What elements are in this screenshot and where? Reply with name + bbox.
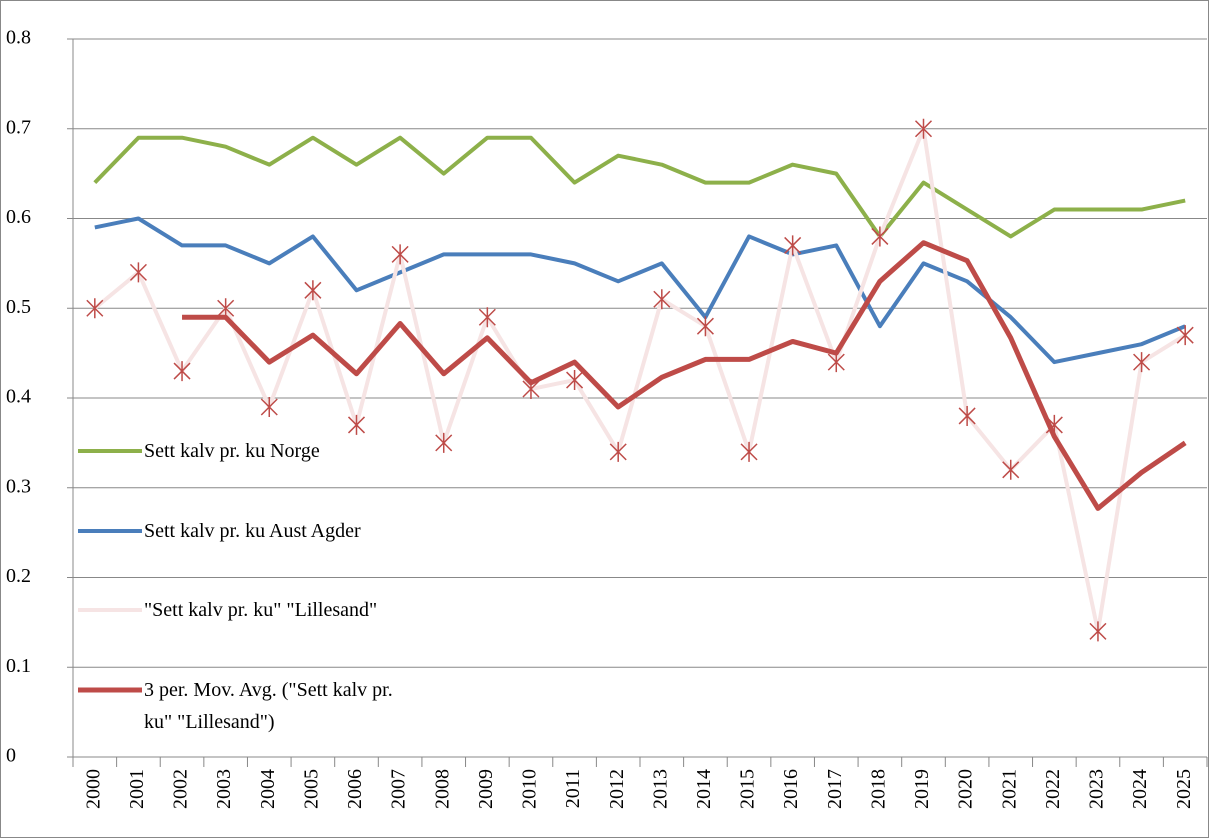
star-marker bbox=[129, 262, 147, 283]
x-tick-label: 2019 bbox=[911, 769, 933, 809]
star-marker bbox=[566, 370, 584, 391]
x-tick-label: 2012 bbox=[606, 769, 628, 809]
star-marker bbox=[1045, 414, 1063, 435]
star-marker bbox=[653, 289, 671, 310]
x-tick-label: 2011 bbox=[562, 769, 584, 808]
y-tick-label: 0.4 bbox=[6, 386, 31, 408]
x-tick-label: 2020 bbox=[955, 769, 977, 809]
legend-label: 3 per. Mov. Avg. ("Sett kalv pr. ku" "Li… bbox=[144, 679, 393, 733]
y-tick-label: 0.8 bbox=[6, 27, 31, 49]
star-marker bbox=[391, 244, 409, 265]
star-marker bbox=[173, 361, 191, 382]
y-tick-label: 0.5 bbox=[6, 296, 31, 318]
y-tick-label: 0.2 bbox=[6, 565, 31, 587]
x-tick-label: 2022 bbox=[1042, 769, 1064, 809]
star-marker bbox=[958, 405, 976, 426]
legend-item: 3 per. Mov. Avg. ("Sett kalv pr. ku" "Li… bbox=[144, 679, 393, 733]
x-tick-label: 2002 bbox=[170, 769, 192, 809]
series-line bbox=[182, 240, 1187, 511]
star-marker bbox=[1176, 325, 1194, 346]
star-marker bbox=[86, 298, 104, 319]
star-marker bbox=[478, 307, 496, 328]
star-marker bbox=[827, 352, 845, 373]
y-tick-label: 0.1 bbox=[6, 655, 31, 677]
x-tick-label: 2001 bbox=[126, 769, 148, 809]
x-tick-label: 2008 bbox=[431, 769, 453, 809]
x-tick-label: 2000 bbox=[82, 769, 104, 809]
x-tick-label: 2017 bbox=[824, 769, 846, 809]
star-marker bbox=[609, 441, 627, 462]
legend-label: "Sett kalv pr. ku" "Lillesand" bbox=[144, 599, 378, 621]
star-marker bbox=[435, 432, 453, 453]
legend-item: Sett kalv pr. ku Aust Agder bbox=[144, 520, 361, 542]
y-tick-label: 0.6 bbox=[6, 206, 31, 228]
legend-item: "Sett kalv pr. ku" "Lillesand" bbox=[144, 599, 378, 621]
series-line bbox=[93, 126, 1187, 634]
x-tick-label: 2004 bbox=[257, 769, 279, 809]
x-tick-label: 2018 bbox=[867, 769, 889, 809]
star-marker bbox=[1133, 352, 1151, 373]
x-tick-label: 2010 bbox=[519, 769, 541, 809]
star-marker bbox=[217, 298, 235, 319]
star-marker bbox=[1089, 621, 1107, 642]
x-tick-label: 2007 bbox=[388, 769, 410, 809]
x-tick-label: 2013 bbox=[649, 769, 671, 809]
series-line bbox=[93, 135, 1186, 239]
x-tick-label: 2015 bbox=[737, 769, 759, 809]
legend-item: Sett kalv pr. ku Norge bbox=[144, 440, 320, 462]
x-tick-label: 2024 bbox=[1129, 769, 1151, 809]
x-tick-label: 2009 bbox=[475, 769, 497, 809]
star-marker bbox=[1002, 459, 1020, 480]
series-line bbox=[94, 216, 1186, 365]
x-tick-label: 2021 bbox=[998, 769, 1020, 809]
x-tick-label: 2016 bbox=[780, 769, 802, 809]
y-tick-label: 0.7 bbox=[6, 116, 31, 138]
star-marker bbox=[304, 280, 322, 301]
x-tick-label: 2014 bbox=[693, 769, 715, 809]
x-tick-label: 2006 bbox=[344, 769, 366, 809]
star-marker bbox=[740, 441, 758, 462]
x-tick-label: 2005 bbox=[300, 769, 322, 809]
x-tick-label: 2025 bbox=[1173, 769, 1195, 809]
star-marker bbox=[347, 414, 366, 435]
y-tick-label: 0.3 bbox=[6, 475, 31, 497]
legend-label: Sett kalv pr. ku Norge bbox=[144, 440, 320, 462]
star-marker bbox=[260, 396, 278, 417]
legend-label: Sett kalv pr. ku Aust Agder bbox=[144, 520, 361, 542]
star-marker bbox=[696, 316, 714, 337]
star-marker bbox=[871, 226, 889, 247]
star-marker bbox=[522, 379, 540, 400]
x-tick-label: 2023 bbox=[1086, 769, 1108, 809]
x-tick-label: 2003 bbox=[213, 769, 235, 809]
star-marker bbox=[914, 118, 933, 139]
y-tick-label: 0 bbox=[6, 745, 16, 767]
star-marker bbox=[784, 235, 802, 256]
